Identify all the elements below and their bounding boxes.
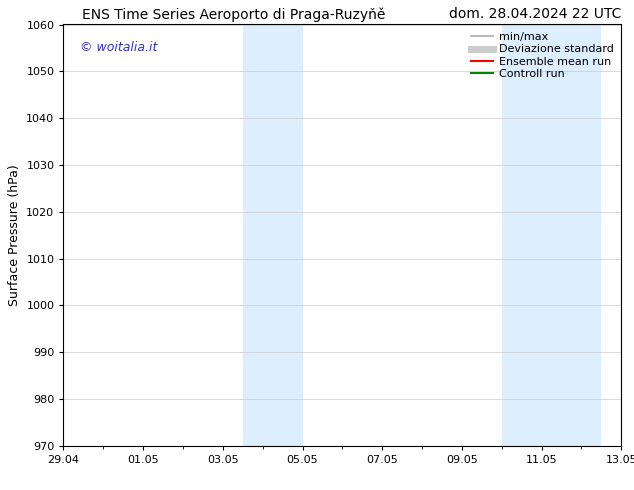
Text: ENS Time Series Aeroporto di Praga-Ruzyňě: ENS Time Series Aeroporto di Praga-Ruzyň…: [82, 7, 386, 22]
Legend: min/max, Deviazione standard, Ensemble mean run, Controll run: min/max, Deviazione standard, Ensemble m…: [467, 28, 618, 83]
Text: © woitalia.it: © woitalia.it: [80, 41, 157, 54]
Text: dom. 28.04.2024 22 UTC: dom. 28.04.2024 22 UTC: [449, 7, 621, 22]
Bar: [243, 24, 302, 446]
Bar: [501, 24, 602, 446]
Y-axis label: Surface Pressure (hPa): Surface Pressure (hPa): [8, 164, 21, 306]
